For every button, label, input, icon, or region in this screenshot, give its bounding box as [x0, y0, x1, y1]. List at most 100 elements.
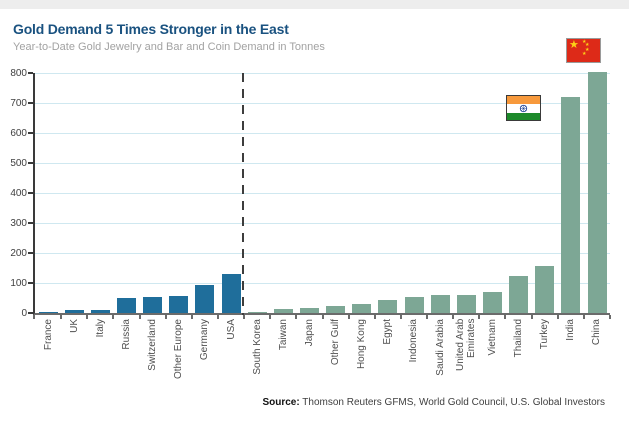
y-tick-mark: [28, 312, 33, 314]
gridline-600: [35, 132, 610, 134]
x-label-russia: Russia: [112, 319, 140, 399]
x-label-italy: Italy: [86, 319, 114, 399]
x-label-text: Switzerland: [147, 319, 159, 371]
china-flag-icon: ★ ★ ★ ★ ★: [566, 38, 601, 63]
x-label-usa: USA: [217, 319, 245, 399]
india-flag-white-stripe: [507, 103, 540, 113]
bar-slot-china: [584, 71, 610, 313]
ashoka-chakra-icon: [519, 104, 528, 112]
bar-russia: [116, 298, 136, 313]
x-label-france: France: [34, 319, 62, 399]
gridline-200: [35, 252, 610, 254]
bar-italy: [90, 310, 110, 313]
y-tick-label-0: 0: [21, 308, 27, 319]
x-tick-mark: [373, 315, 376, 319]
x-label-text: United Arab Emirates: [455, 319, 478, 372]
bar-saudi-arabia: [430, 294, 450, 313]
india-flag-icon: [506, 95, 541, 121]
bar-slot-turkey: [532, 73, 558, 313]
x-tick-mark: [426, 315, 429, 319]
x-tick-mark: [243, 315, 246, 319]
x-label-text: Thailand: [513, 319, 525, 358]
x-tick-mark: [347, 315, 350, 319]
y-tick-mark: [28, 132, 33, 134]
x-label-text: Egypt: [382, 319, 394, 345]
bar-slot-france: [35, 73, 61, 313]
x-tick-mark: [86, 315, 89, 319]
bar-indonesia: [404, 296, 424, 313]
bar-slot-other-gulf: [323, 73, 349, 313]
bar-taiwan: [273, 309, 293, 313]
y-tick-label-300: 300: [10, 218, 27, 229]
x-label-text: Russia: [120, 319, 132, 350]
bar-slot-vietnam: [479, 73, 505, 313]
bar-slot-saudi-arabia: [427, 73, 453, 313]
bar-slot-usa: [218, 73, 244, 313]
x-label-switzerland: Switzerland: [139, 319, 167, 399]
bar-turkey: [535, 265, 555, 313]
bar-hong-kong: [352, 303, 372, 313]
x-label-south-korea: South Korea: [243, 319, 271, 399]
x-tick-mark: [33, 315, 35, 319]
x-tick-mark: [216, 315, 219, 319]
x-label-text: USA: [225, 319, 237, 340]
bar-slot-united-arab-emirates: [453, 73, 479, 313]
x-label-united-arab-emirates: United Arab Emirates: [452, 319, 480, 399]
x-tick-mark: [478, 315, 481, 319]
x-label-text: Germany: [199, 319, 211, 361]
y-tick-label-600: 600: [10, 128, 27, 139]
bar-slot-india: [558, 73, 584, 313]
bar-series: [35, 71, 610, 313]
china-flag-star-icon: ★: [569, 39, 579, 51]
x-label-thailand: Thailand: [505, 319, 533, 399]
x-tick-mark: [269, 315, 272, 319]
bar-slot-south-korea: [244, 73, 270, 313]
y-tick-label-200: 200: [10, 248, 27, 259]
east-west-divider: [242, 73, 244, 315]
x-label-text: Vietnam: [486, 319, 498, 356]
china-flag-star-icon: ★: [582, 39, 587, 45]
chart-subtitle: Year-to-Date Gold Jewelry and Bar and Co…: [13, 41, 325, 53]
bar-other-europe: [169, 295, 189, 313]
bar-uk: [64, 310, 84, 313]
x-label-text: China: [591, 319, 603, 346]
x-tick-mark: [321, 315, 324, 319]
x-label-text: South Korea: [251, 319, 263, 375]
bar-egypt: [378, 299, 398, 313]
bar-slot-hong-kong: [349, 73, 375, 313]
x-label-germany: Germany: [191, 319, 219, 399]
x-tick-mark: [112, 315, 115, 319]
gridline-800: [35, 72, 610, 74]
x-label-turkey: Turkey: [531, 319, 559, 399]
x-label-text: India: [565, 319, 577, 341]
x-label-text: Japan: [303, 319, 315, 347]
top-strip: [0, 0, 629, 9]
gridline-100: [35, 282, 610, 284]
bar-united-arab-emirates: [456, 294, 476, 313]
bar-south-korea: [247, 311, 267, 313]
x-label-text: Taiwan: [277, 319, 289, 351]
x-tick-mark: [582, 315, 585, 319]
bar-india: [561, 97, 581, 313]
x-tick-mark: [556, 315, 559, 319]
source-text: Thomson Reuters GFMS, World Gold Council…: [299, 397, 605, 408]
x-tick-mark: [399, 315, 402, 319]
x-label-uk: UK: [60, 319, 88, 399]
x-label-other-europe: Other Europe: [165, 319, 193, 399]
x-tick-mark: [138, 315, 141, 319]
bar-usa: [221, 273, 241, 313]
gridline-500: [35, 162, 610, 164]
gridline-400: [35, 192, 610, 194]
gridline-300: [35, 222, 610, 224]
y-tick-mark: [28, 72, 33, 74]
y-tick-label-100: 100: [10, 278, 27, 289]
x-label-text: France: [42, 319, 54, 351]
x-label-japan: Japan: [295, 319, 323, 399]
y-tick-label-700: 700: [10, 98, 27, 109]
china-flag-star-icon: ★: [585, 47, 590, 53]
bar-slot-russia: [113, 73, 139, 313]
x-label-hong-kong: Hong Kong: [348, 319, 376, 399]
x-label-text: Italy: [94, 319, 106, 338]
y-tick-label-800: 800: [10, 68, 27, 79]
bar-china: [587, 71, 607, 313]
